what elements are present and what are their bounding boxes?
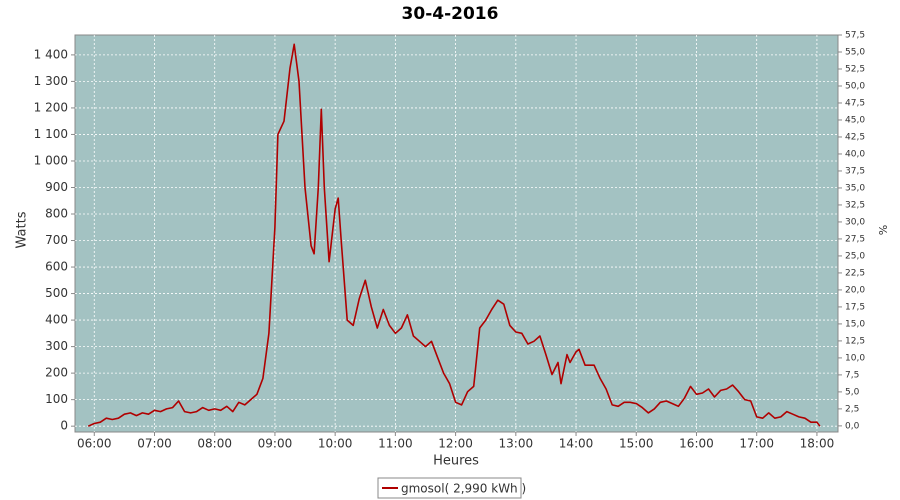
y2-tick-label: 12,5: [845, 336, 865, 346]
x-tick-label: 11:00: [378, 437, 413, 451]
y2-tick-label: 55,0: [845, 47, 865, 57]
y2-tick-label: 35,0: [845, 183, 865, 193]
y2-tick-label: 15,0: [845, 319, 865, 329]
y-tick-label: 800: [45, 207, 68, 221]
y-tick-label: 1 100: [34, 127, 68, 141]
x-tick-label: 10:00: [318, 437, 353, 451]
x-tick-label: 12:00: [438, 437, 473, 451]
y2-tick-label: 7,5: [845, 370, 859, 380]
y2-tick-label: 47,5: [845, 98, 865, 108]
y2-tick-label: 0,0: [845, 421, 860, 431]
y2-tick-label: 17,5: [845, 302, 865, 312]
y2-axis-label: %: [876, 225, 889, 235]
y2-tick-label: 40,0: [845, 149, 865, 159]
y2-tick-label: 30,0: [845, 217, 865, 227]
y2-tick-label: 20,0: [845, 285, 865, 295]
y-tick-label: 1 000: [34, 153, 68, 167]
plot-area: [74, 34, 839, 433]
chart-title: 30-4-2016: [402, 4, 499, 24]
y-tick-label: 1 300: [34, 74, 68, 88]
y2-tick-label: 57,5: [845, 31, 865, 41]
y-axis-label: Watts: [15, 211, 30, 248]
y-tick-label: 400: [45, 313, 68, 327]
y-tick-label: 700: [45, 233, 68, 247]
y-tick-label: 1 200: [34, 100, 68, 114]
x-tick-label: 18:00: [800, 437, 835, 451]
y2-tick-label: 5,0: [845, 387, 860, 397]
y2-tick-label: 22,5: [845, 268, 865, 278]
x-tick-label: 06:00: [77, 437, 112, 451]
x-tick-label: 13:00: [499, 437, 534, 451]
x-tick-label: 17:00: [739, 437, 774, 451]
y-tick-label: 200: [45, 366, 68, 380]
y-tick-label: 300: [45, 339, 68, 353]
x-tick-label: 08:00: [197, 437, 232, 451]
y-tick-label: 500: [45, 286, 68, 300]
y2-tick-label: 27,5: [845, 234, 865, 244]
x-tick-label: 07:00: [137, 437, 172, 451]
y-tick-label: 600: [45, 260, 68, 274]
x-tick-label: 16:00: [679, 437, 714, 451]
y2-tick-label: 50,0: [845, 81, 865, 91]
x-tick-label: 15:00: [619, 437, 654, 451]
y2-tick-label: 45,0: [845, 115, 865, 125]
y-tick-label: 0: [60, 419, 68, 433]
y2-tick-label: 42,5: [845, 132, 865, 142]
y2-tick-label: 32,5: [845, 200, 865, 210]
y2-tick-label: 10,0: [845, 353, 865, 363]
y2-tick-label: 2,5: [845, 404, 859, 414]
y2-tick-label: 37,5: [845, 166, 865, 176]
x-axis-label: Heures: [433, 454, 479, 469]
y2-tick-label: 25,0: [845, 251, 865, 261]
x-tick-label: 09:00: [258, 437, 293, 451]
legend-box: [377, 477, 522, 499]
y-tick-label: 900: [45, 180, 68, 194]
x-tick-label: 14:00: [559, 437, 594, 451]
y-tick-label: 100: [45, 392, 68, 406]
legend-label: gmosol( 2,990 kWh ): [401, 482, 526, 496]
line-series: [87, 43, 821, 427]
y2-tick-label: 52,5: [845, 64, 865, 74]
y-tick-label: 1 400: [34, 47, 68, 61]
